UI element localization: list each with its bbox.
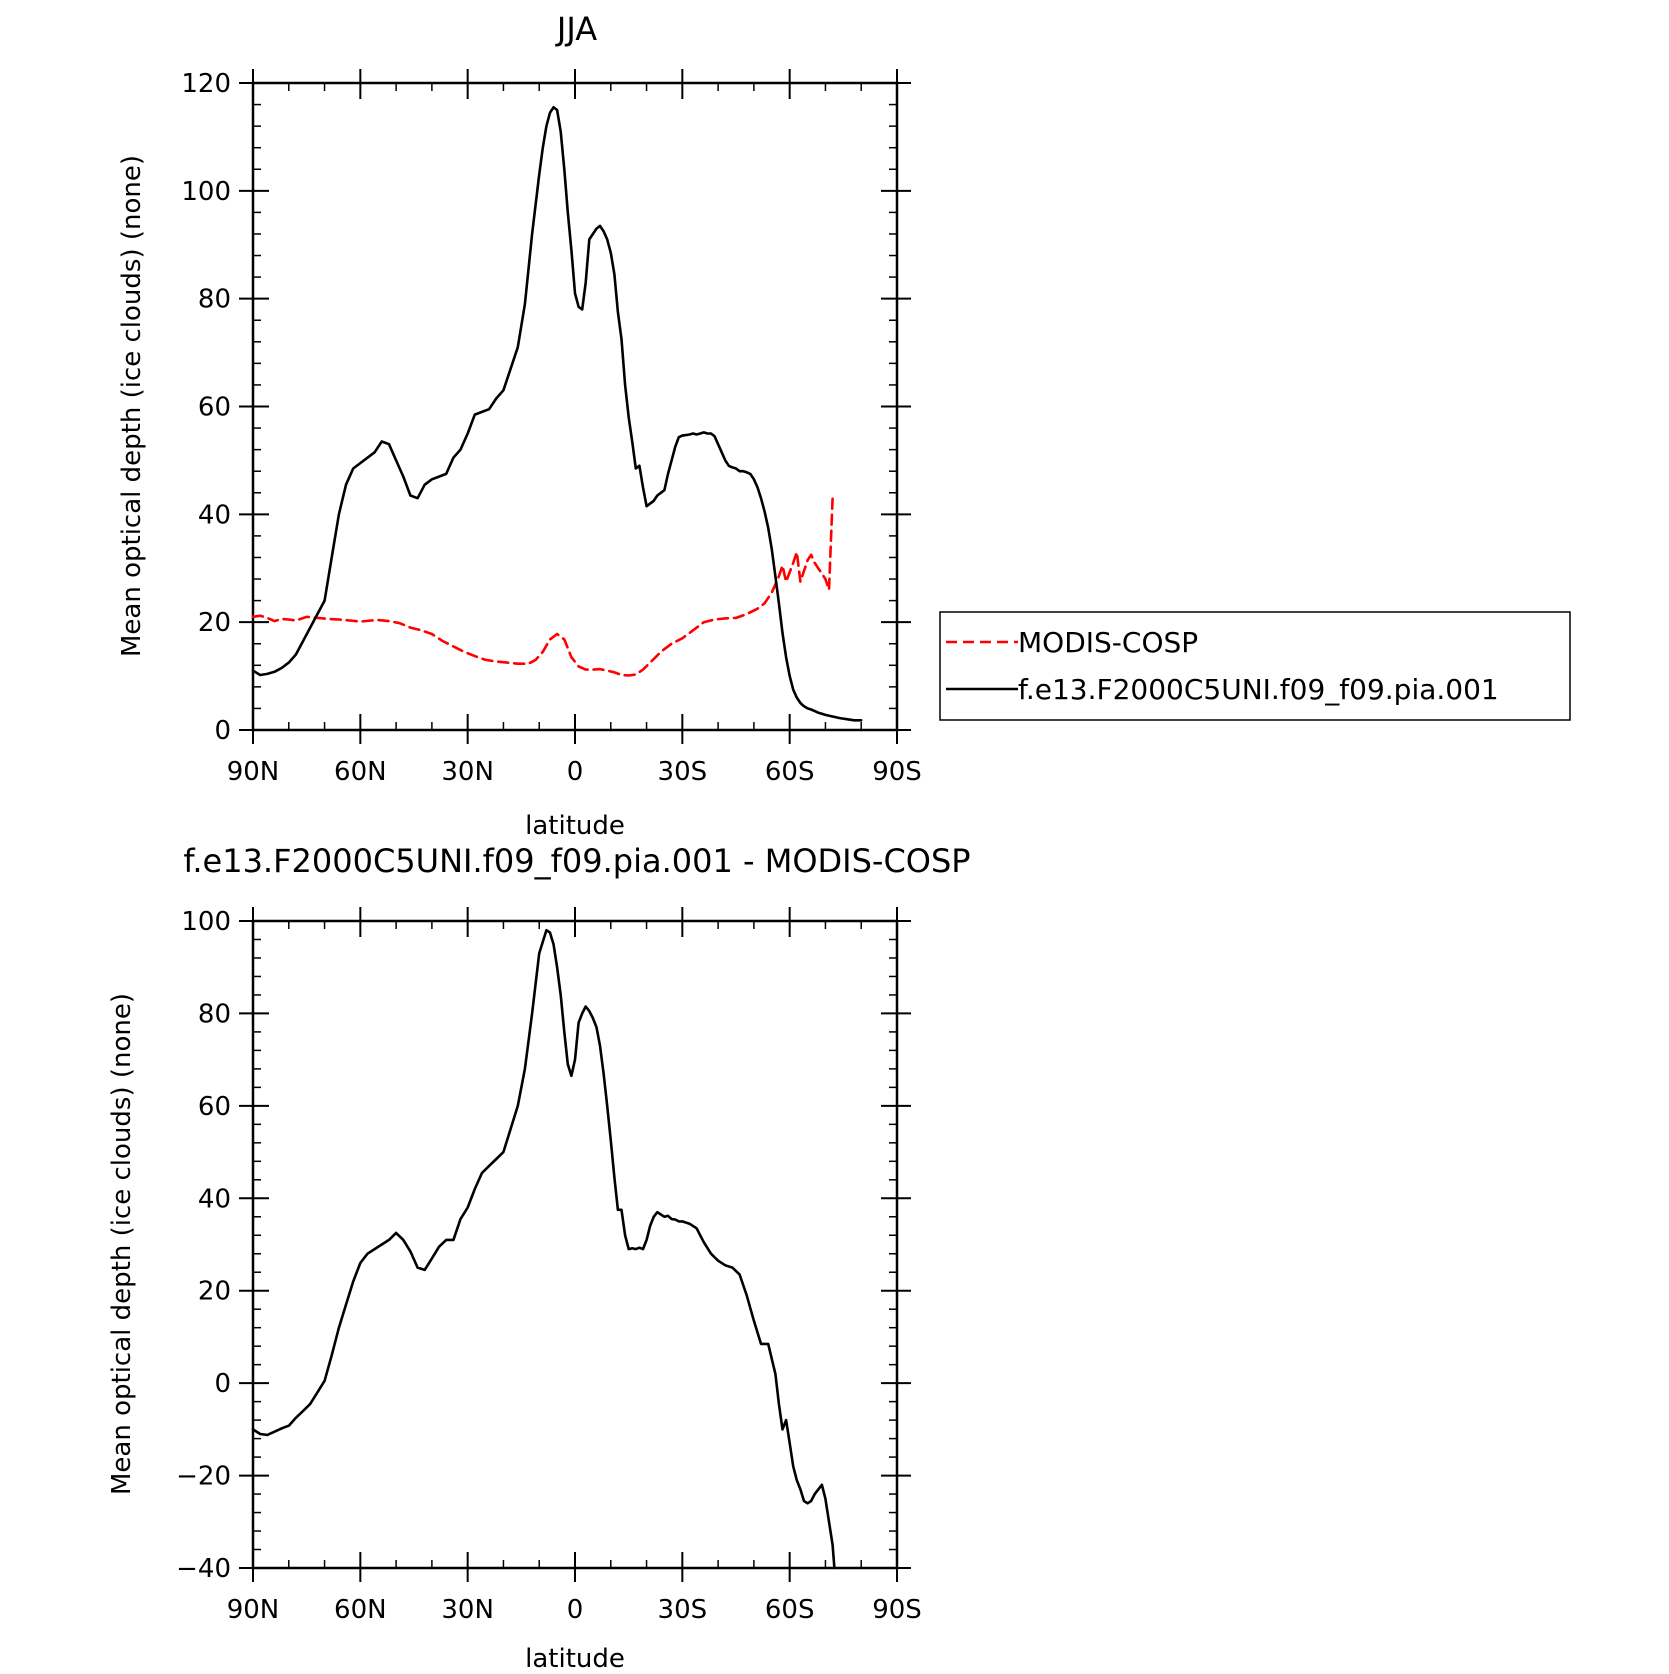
top-x-tick-label: 0 [567, 757, 584, 787]
bottom-panel: f.e13.F2000C5UNI.f09_f09.pia.001 - MODIS… [107, 842, 971, 1674]
top-y-tick-label: 100 [181, 177, 231, 207]
bottom-x-axis-title: latitude [525, 1644, 625, 1674]
top-x-tick-label: 60S [765, 757, 815, 787]
bottom-y-tick-label: 0 [214, 1369, 231, 1399]
top-series-layer [251, 106, 863, 722]
top-x-tick-label: 30S [658, 757, 708, 787]
bottom-x-tick-label: 0 [567, 1595, 584, 1625]
legend-label-modis: MODIS-COSP [1018, 626, 1198, 659]
bottom-y-tick-label: −40 [176, 1554, 231, 1584]
top-x-axis-title: latitude [525, 811, 625, 841]
bottom-y-tick-labels: −40 −20 0 20 40 60 80 100 [176, 907, 231, 1584]
legend: MODIS-COSP f.e13.F2000C5UNI.f09_f09.pia.… [939, 611, 1571, 721]
bottom-series-line-model [251, 928, 836, 1570]
top-plot-frame [251, 81, 899, 732]
bottom-y-tick-label: 20 [198, 1277, 231, 1307]
legend-box [939, 611, 1571, 721]
top-x-tick-label: 90N [227, 757, 280, 787]
bottom-x-tick-label: 60N [334, 1595, 387, 1625]
bottom-y-tick-label: 40 [198, 1184, 231, 1214]
top-tick-marks [239, 69, 911, 744]
top-y-tick-label: 0 [214, 716, 231, 746]
top-y-tick-label: 20 [198, 608, 231, 638]
legend-label-model: f.e13.F2000C5UNI.f09_f09.pia.001 [1018, 673, 1499, 706]
bottom-y-axis-title: Mean optical depth (ice clouds) (none) [107, 993, 137, 1495]
bottom-series-layer [251, 928, 836, 1570]
bottom-plot-frame [251, 919, 899, 1570]
top-chart-title: JJA [555, 10, 597, 48]
bottom-x-tick-label: 90N [227, 1595, 280, 1625]
bottom-x-tick-label: 90S [872, 1595, 922, 1625]
top-y-tick-label: 80 [198, 285, 231, 315]
top-series-line-model [251, 106, 863, 722]
bottom-x-tick-label: 60S [765, 1595, 815, 1625]
bottom-y-tick-label: −20 [176, 1462, 231, 1492]
top-x-tick-label: 60N [334, 757, 387, 787]
top-y-tick-labels: 0 20 40 60 80 100 120 [181, 69, 231, 746]
bottom-y-tick-label: 100 [181, 907, 231, 937]
top-x-tick-labels: 90N 60N 30N 0 30S 60S 90S [227, 757, 922, 787]
top-x-tick-label: 90S [872, 757, 922, 787]
bottom-x-tick-label: 30S [658, 1595, 708, 1625]
bottom-tick-marks [239, 907, 911, 1582]
top-y-tick-label: 60 [198, 393, 231, 423]
top-y-axis-title: Mean optical depth (ice clouds) (none) [117, 155, 147, 657]
top-x-tick-label: 30N [441, 757, 494, 787]
top-series-line-modis-cosp [251, 496, 834, 677]
bottom-x-tick-label: 30N [441, 1595, 494, 1625]
bottom-y-tick-label: 60 [198, 1092, 231, 1122]
bottom-chart-title: f.e13.F2000C5UNI.f09_f09.pia.001 - MODIS… [183, 842, 970, 880]
top-y-tick-label: 120 [181, 69, 231, 99]
bottom-y-tick-label: 80 [198, 999, 231, 1029]
top-y-tick-label: 40 [198, 500, 231, 530]
bottom-x-tick-labels: 90N 60N 30N 0 30S 60S 90S [227, 1595, 922, 1625]
